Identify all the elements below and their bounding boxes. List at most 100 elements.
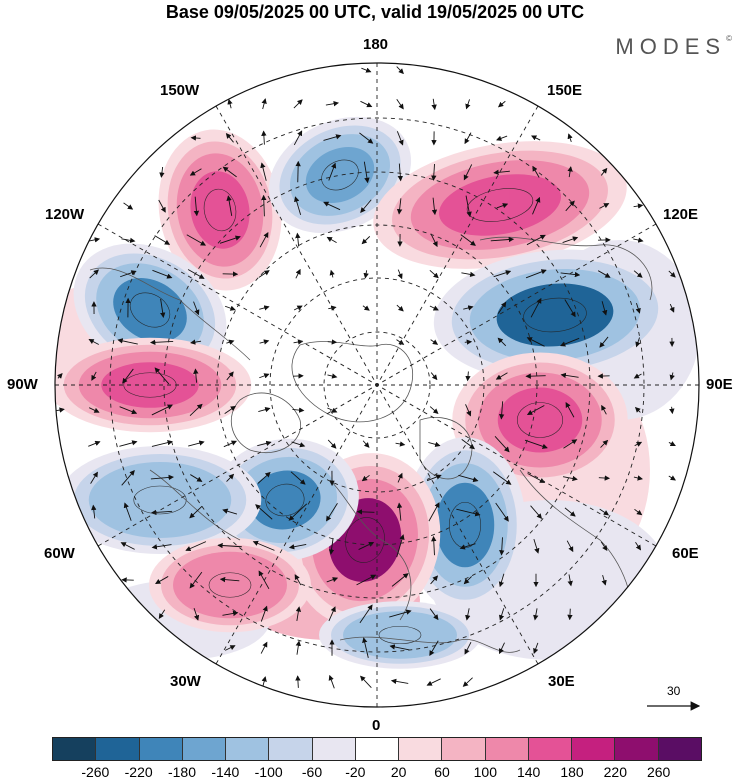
wind-arrow: [123, 502, 132, 521]
wind-arrow: [633, 475, 643, 481]
wind-arrow: [599, 203, 610, 209]
wind-arrow: [563, 439, 578, 449]
colorbar-tick-label: -260: [81, 764, 110, 780]
colorbar-cell: [658, 738, 701, 760]
colorbar-cell: [442, 738, 486, 760]
wind-arrow: [360, 100, 373, 108]
lon-label-120w: 120W: [45, 206, 85, 223]
wind-arrow: [226, 371, 234, 381]
wind-arrow: [222, 166, 237, 178]
wind-arrow: [122, 368, 134, 384]
wind-arrow: [326, 577, 339, 583]
wind-arrow: [91, 371, 97, 381]
wind-arrow: [396, 304, 404, 312]
wind-arrow: [151, 404, 173, 416]
wind-arrow: [121, 237, 136, 244]
wind-arrow: [499, 537, 505, 556]
wind-arrow: [121, 469, 135, 486]
reference-vector: 30: [645, 684, 705, 714]
wind-arrow: [600, 541, 608, 552]
wind-arrow: [565, 200, 575, 212]
wind-arrow: [431, 535, 437, 556]
wind-arrow: [224, 305, 236, 311]
lon-label-60w: 60W: [44, 545, 75, 562]
wind-arrow: [461, 438, 475, 450]
colorbar-cell: [139, 738, 183, 760]
wind-arrow: [532, 165, 540, 178]
wind-arrow: [88, 237, 101, 243]
wind-arrow: [328, 305, 337, 311]
colorbar-tick-label: 100: [473, 764, 498, 780]
wind-arrow: [391, 573, 409, 587]
wind-arrow: [226, 339, 235, 345]
colorbar: [52, 737, 702, 761]
wind-arrow: [88, 440, 101, 447]
wind-arrow: [560, 372, 579, 379]
wind-arrow: [530, 505, 543, 519]
wind-arrow: [492, 471, 512, 485]
colorbar-tick-label: -180: [167, 764, 197, 780]
colorbar-ticks: -260 -220 -180 -140 -100 -60 -20 20 60 100 140 180 2…: [52, 764, 702, 782]
wind-arrow: [428, 502, 440, 522]
wind-arrow: [493, 270, 512, 278]
wind-arrow: [496, 135, 508, 141]
wind-arrow: [465, 404, 472, 417]
wind-arrow: [600, 439, 609, 448]
lon-label-120e: 120E: [663, 206, 699, 223]
wind-arrow: [328, 674, 335, 689]
lon-label-30e: 30E: [548, 673, 575, 690]
wind-arrow: [259, 373, 270, 379]
wind-arrow: [527, 473, 546, 483]
wind-arrow: [360, 675, 372, 689]
lon-label-180: 180: [363, 36, 389, 53]
wind-arrow: [255, 504, 273, 520]
wind-arrow: [465, 608, 471, 621]
wind-arrow: [396, 339, 405, 345]
wind-arrow: [669, 372, 675, 381]
lon-label-30w: 30W: [170, 673, 201, 690]
wind-arrow: [396, 99, 404, 110]
wind-arrow: [149, 339, 174, 346]
wind-arrow: [430, 372, 438, 381]
wind-arrow: [361, 474, 370, 482]
wind-arrow: [668, 475, 676, 481]
colorbar-tick-label: -20: [345, 764, 366, 780]
wind-arrow: [361, 236, 371, 245]
wind-arrow: [526, 234, 546, 246]
wind-arrow: [155, 576, 169, 585]
anomaly-pos-150W: [158, 129, 282, 291]
wind-arrow: [430, 575, 439, 585]
wind-arrow: [150, 474, 174, 481]
reference-arrow-icon: [647, 701, 701, 711]
wind-arrow: [463, 576, 472, 585]
wind-arrow: [363, 270, 369, 279]
wind-arrow: [261, 98, 267, 110]
wind-arrow: [260, 605, 268, 622]
anomaly-neg-70W: [58, 446, 262, 554]
wind-arrow: [219, 235, 241, 244]
wind-arrow: [57, 372, 63, 379]
wind-arrow: [633, 237, 644, 243]
wind-arrow: [634, 441, 643, 447]
wind-arrow: [189, 168, 202, 176]
wind-arrow: [259, 339, 270, 345]
wind-arrow: [362, 637, 369, 659]
wind-arrow: [224, 645, 236, 651]
wind-arrow: [295, 232, 301, 247]
wind-arrow: [532, 196, 541, 215]
wind-arrow: [530, 297, 542, 318]
wind-arrow: [668, 441, 676, 446]
wind-arrow: [193, 301, 200, 316]
wind-arrow: [294, 196, 302, 216]
wind-arrow: [459, 543, 476, 550]
wind-arrow: [463, 164, 473, 181]
wind-arrow: [396, 502, 403, 521]
wind-arrow: [293, 305, 303, 311]
wind-arrow: [117, 338, 138, 345]
wind-arrow: [187, 269, 205, 279]
wind-arrow: [430, 339, 439, 345]
wind-arrow: [564, 507, 576, 517]
lon-label-0: 0: [372, 717, 381, 734]
colorbar-cell: [269, 738, 313, 760]
colorbar-cell: [226, 738, 270, 760]
